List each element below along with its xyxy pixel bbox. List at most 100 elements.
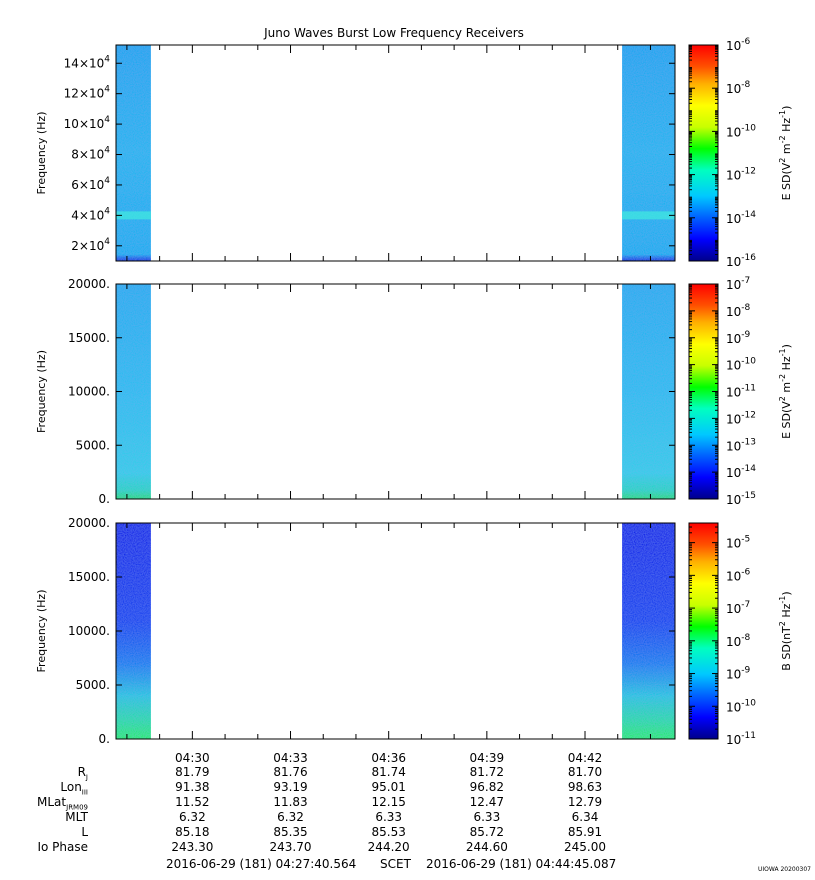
- y-tick-label: 10×104: [64, 115, 111, 131]
- colorbar-tick-label: 10-6: [726, 37, 751, 53]
- ephemeris-label-text: MLat: [37, 795, 67, 809]
- ephemeris-value: 11.83: [273, 795, 308, 809]
- y-tick-label: 0.: [99, 492, 110, 506]
- y-tick-label: 5000.: [76, 678, 110, 692]
- colorbar-frame: [688, 44, 719, 262]
- colorbar-tick-label: 10-8: [726, 80, 751, 96]
- ephemeris-label-subscript: JRM09: [66, 803, 88, 812]
- ephemeris-value: 6.33: [473, 810, 501, 824]
- plot-frame: [115, 44, 676, 262]
- y-tick-label: 14×104: [64, 54, 111, 70]
- x-tick-label: 04:42: [568, 751, 603, 765]
- plot-frame: [115, 283, 676, 500]
- generation-stamp: UIOWA 20200307: [757, 866, 811, 873]
- colorbar-tick-label: 10-7: [726, 276, 750, 292]
- ephemeris-label-subscript: J: [85, 773, 88, 782]
- y-tick-label: 20000.: [68, 516, 110, 530]
- y-axis-label: Frequency (Hz): [35, 590, 48, 673]
- ephemeris-value: 85.91: [567, 825, 603, 839]
- ephemeris-value: 85.72: [469, 825, 505, 839]
- ephemeris-value: 98.63: [567, 780, 603, 794]
- ephemeris-value: 6.32: [277, 810, 304, 824]
- y-tick-label: 12×104: [64, 85, 111, 101]
- ephemeris-row-label: LonIII: [0, 780, 88, 796]
- colorbar-tick-label: 10-13: [726, 437, 756, 453]
- x-tick-label: 04:30: [175, 751, 210, 765]
- footer-end-time: 2016-06-29 (181) 04:44:45.087: [426, 857, 617, 871]
- colorbar-tick-label: 10-9: [726, 666, 751, 682]
- colorbar-tick-label: 10-9: [726, 330, 751, 346]
- ephemeris-label-text: R: [77, 765, 86, 779]
- panel-2: 0. 5000. 10000. 15000. 20000. Frequency (Hz) 1…: [35, 276, 793, 507]
- y-axis-label: Frequency (Hz): [35, 112, 48, 195]
- emission-band: [622, 211, 675, 220]
- colorbar-label: E SD(V2 m-2 Hz-1): [778, 344, 793, 439]
- colorbar-tick-label: 10-11: [726, 384, 756, 400]
- ephemeris-value: 85.18: [175, 825, 210, 839]
- y-tick-label: 15000.: [68, 570, 110, 584]
- ephemeris-value: 243.70: [269, 840, 312, 854]
- ephemeris-value: 93.19: [273, 780, 308, 794]
- ephemeris-label-text: L: [81, 825, 88, 839]
- ephemeris-value: 85.35: [273, 825, 308, 839]
- ephemeris-value: 81.72: [469, 765, 505, 779]
- emission-band: [116, 211, 151, 220]
- colorbar-tick-label: 10-5: [726, 535, 750, 551]
- ephemeris-label-text: Io Phase: [37, 840, 88, 854]
- ephemeris-value: 91.38: [175, 780, 210, 794]
- ephemeris-value: 81.74: [371, 765, 406, 779]
- y-tick-label: 2×104: [71, 237, 110, 253]
- ephemeris-label-text: MLT: [65, 810, 88, 824]
- y-tick-label: 10000.: [68, 624, 110, 638]
- spectrogram-segment: [622, 523, 675, 739]
- ephemeris-value: 12.79: [567, 795, 603, 809]
- colorbar: [689, 45, 718, 261]
- colorbar-tick-label: 10-16: [726, 253, 756, 269]
- colorbar-tick-label: 10-8: [726, 633, 751, 649]
- y-tick-label: 0.: [99, 732, 110, 746]
- colorbar-tick-label: 10-10: [726, 698, 756, 714]
- spectrogram-segment: [116, 45, 151, 261]
- colorbar-tick-label: 10-8: [726, 303, 751, 319]
- panel-1: 2×104 4×104 6×104 8×104 10×104 12×104 14×104 Fr…: [35, 37, 793, 269]
- x-tick-label: 04:33: [273, 751, 308, 765]
- y-tick-label: 10000.: [68, 385, 110, 399]
- colorbar-tick-label: 10-12: [726, 410, 756, 426]
- ephemeris-value: 85.53: [371, 825, 406, 839]
- ephemeris-value: 81.76: [273, 765, 308, 779]
- y-tick-label: 20000.: [68, 277, 110, 291]
- y-axis-label: Frequency (Hz): [35, 350, 48, 433]
- y-tick-label: 5000.: [76, 438, 110, 452]
- ephemeris-row-label: Io Phase: [0, 840, 88, 856]
- ephemeris-row-label: MLT: [0, 810, 88, 826]
- ephemeris-label-subscript: III: [81, 788, 88, 797]
- ephemeris-row-label: MLatJRM09: [0, 795, 88, 811]
- y-tick-label: 6×104: [71, 176, 110, 192]
- ephemeris-value: 81.70: [567, 765, 603, 779]
- ephemeris-value: 11.52: [175, 795, 210, 809]
- spectrogram-segment: [622, 284, 675, 499]
- ephemeris-value: 81.79: [175, 765, 210, 779]
- colorbar-tick-label: 10-11: [726, 731, 756, 747]
- ephemeris-value: 12.15: [371, 795, 406, 809]
- ephemeris-value: 96.82: [469, 780, 505, 794]
- colorbar-label: E SD(V2 m-2 Hz-1): [778, 106, 793, 201]
- ephemeris-value: 6.34: [571, 810, 599, 824]
- y-tick-label: 15000.: [68, 331, 110, 345]
- colorbar-tick-label: 10-14: [726, 464, 756, 480]
- ephemeris-label-text: Lon: [60, 780, 82, 794]
- ephemeris-value: 95.01: [371, 780, 406, 794]
- panel-3: 0. 5000. 10000. 15000. 20000. Frequency (Hz) 1…: [35, 516, 793, 747]
- ephemeris-value: 244.60: [465, 840, 508, 854]
- ephemeris-value: 6.33: [375, 810, 403, 824]
- plot-frame: [115, 522, 676, 740]
- ephemeris-row-label: L: [0, 825, 88, 841]
- ephemeris-value: 244.20: [367, 840, 410, 854]
- ephemeris-row-label: RJ: [0, 765, 88, 781]
- y-tick-label: 4×104: [71, 206, 110, 222]
- ephemeris-value: 6.32: [178, 810, 206, 824]
- ephemeris-value: 245.00: [564, 840, 606, 854]
- panels-group: 2×104 4×104 6×104 8×104 10×104 12×104 14×104 Fr…: [35, 37, 793, 765]
- colorbar-tick-label: 10-12: [726, 167, 756, 183]
